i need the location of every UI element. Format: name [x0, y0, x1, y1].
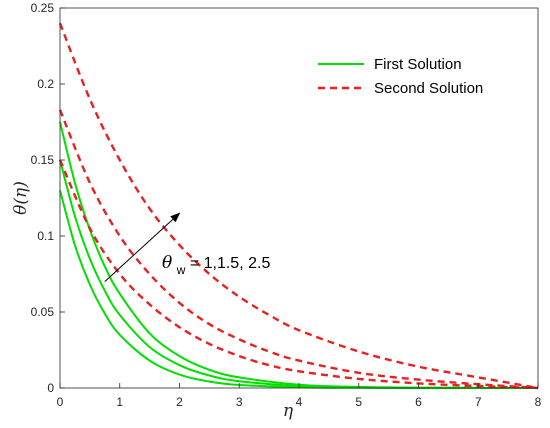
x-tick-label: 0: [57, 395, 64, 409]
annotation: θ w = 1,1.5, 2.5: [104, 212, 270, 282]
legend: First Solution Second Solution: [318, 56, 483, 97]
y-tick-label: 0.2: [37, 77, 54, 91]
plot-area: [60, 8, 538, 388]
x-tick-label: 4: [296, 395, 303, 409]
series-line-second-5: [58, 109, 539, 390]
x-tick-label: 6: [415, 395, 422, 409]
y-tick-label: 0.1: [37, 229, 54, 243]
annotation-label: θ w = 1,1.5, 2.5: [162, 253, 270, 278]
x-tick-label: 2: [176, 395, 183, 409]
y-tick-label: 0.15: [31, 153, 55, 167]
annotation-subscript: w: [176, 263, 186, 277]
x-tick-label: 7: [475, 395, 482, 409]
y-axis-label: θ(η): [11, 181, 31, 215]
y-tick-label: 0.05: [31, 305, 55, 319]
ticks-layer: 0 1 2 3 4 5 6 7 8 0 0.05 0.1 0.15 0.2 0.25: [31, 1, 542, 409]
y-tick-label: 0: [47, 381, 54, 395]
annotation-values: = 1,1.5, 2.5: [190, 255, 271, 272]
x-tick-label: 3: [236, 395, 243, 409]
annotation-arrow: [104, 212, 181, 282]
x-tick-label: 1: [116, 395, 123, 409]
series-line-second-6: [58, 22, 539, 390]
x-tick-label: 5: [355, 395, 362, 409]
legend-label-first: First Solution: [374, 56, 462, 73]
annotation-symbol: θ: [162, 253, 172, 273]
y-tick-label: 0.25: [31, 1, 55, 15]
x-tick-label: 8: [535, 395, 542, 409]
x-axis-label: η: [283, 401, 294, 421]
legend-label-second: Second Solution: [374, 80, 483, 97]
